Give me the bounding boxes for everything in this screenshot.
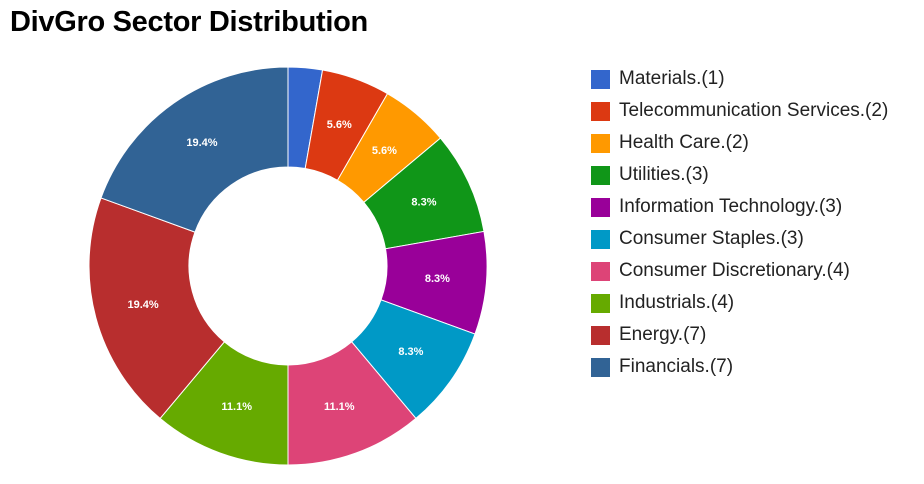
legend-label: Materials.(1) — [619, 68, 725, 89]
slice-label-consumer-staples: 8.3% — [398, 346, 423, 358]
legend-swatch — [591, 293, 610, 313]
slice-label-energy: 19.4% — [128, 299, 159, 311]
slice-labels: 5.6% 5.6% 8.3% 8.3% 8.3% 11.1% 11.1% 19.4% 19.4% — [128, 119, 451, 413]
slice-financials[interactable] — [100, 66, 289, 233]
chart-title: DivGro Sector Distribution — [10, 6, 368, 38]
slice-label-information-technology: 8.3% — [425, 273, 450, 285]
legend-item-consumer-staples[interactable]: Consumer Staples.(3) — [591, 223, 888, 255]
legend-item-utilities[interactable]: Utilities.(3) — [591, 159, 888, 191]
legend-swatch — [591, 69, 610, 89]
legend-label: Energy.(7) — [619, 324, 707, 345]
legend-label: Consumer Staples.(3) — [619, 228, 804, 249]
donut-slices — [88, 66, 488, 466]
legend-label: Health Care.(2) — [619, 132, 749, 153]
legend-item-energy[interactable]: Energy.(7) — [591, 319, 888, 351]
legend-item-industrials[interactable]: Industrials.(4) — [591, 287, 888, 319]
legend-item-information-technology[interactable]: Information Technology.(3) — [591, 191, 888, 223]
slice-label-industrials: 11.1% — [221, 401, 252, 413]
legend-swatch — [591, 165, 610, 185]
legend-item-financials[interactable]: Financials.(7) — [591, 351, 888, 383]
legend-swatch — [591, 261, 610, 281]
slice-label-consumer-discretionary: 11.1% — [324, 401, 355, 413]
slice-energy[interactable] — [88, 197, 226, 420]
legend-label: Consumer Discretionary.(4) — [619, 260, 850, 281]
legend-label: Information Technology.(3) — [619, 196, 843, 217]
legend-item-consumer-discretionary[interactable]: Consumer Discretionary.(4) — [591, 255, 888, 287]
legend-label: Telecommunication Services.(2) — [619, 100, 889, 121]
legend: Materials.(1) Telecommunication Services.… — [591, 63, 888, 383]
slice-label-health-care: 5.6% — [372, 145, 397, 157]
slice-label-financials: 19.4% — [186, 137, 217, 149]
slice-label-utilities: 8.3% — [411, 197, 436, 209]
legend-swatch — [591, 325, 610, 345]
legend-item-telecommunication-services[interactable]: Telecommunication Services.(2) — [591, 95, 888, 127]
legend-item-health-care[interactable]: Health Care.(2) — [591, 127, 888, 159]
slice-label-telecommunication-services: 5.6% — [327, 119, 352, 131]
legend-swatch — [591, 357, 610, 377]
legend-swatch — [591, 133, 610, 153]
legend-label: Utilities.(3) — [619, 164, 709, 185]
legend-label: Financials.(7) — [619, 356, 734, 377]
legend-swatch — [591, 197, 610, 217]
legend-swatch — [591, 101, 610, 121]
legend-item-materials[interactable]: Materials.(1) — [591, 63, 888, 95]
legend-swatch — [591, 229, 610, 249]
legend-label: Industrials.(4) — [619, 292, 735, 313]
donut-chart: 5.6% 5.6% 8.3% 8.3% 8.3% 11.1% 11.1% 19.4% 19.4% — [88, 66, 488, 466]
